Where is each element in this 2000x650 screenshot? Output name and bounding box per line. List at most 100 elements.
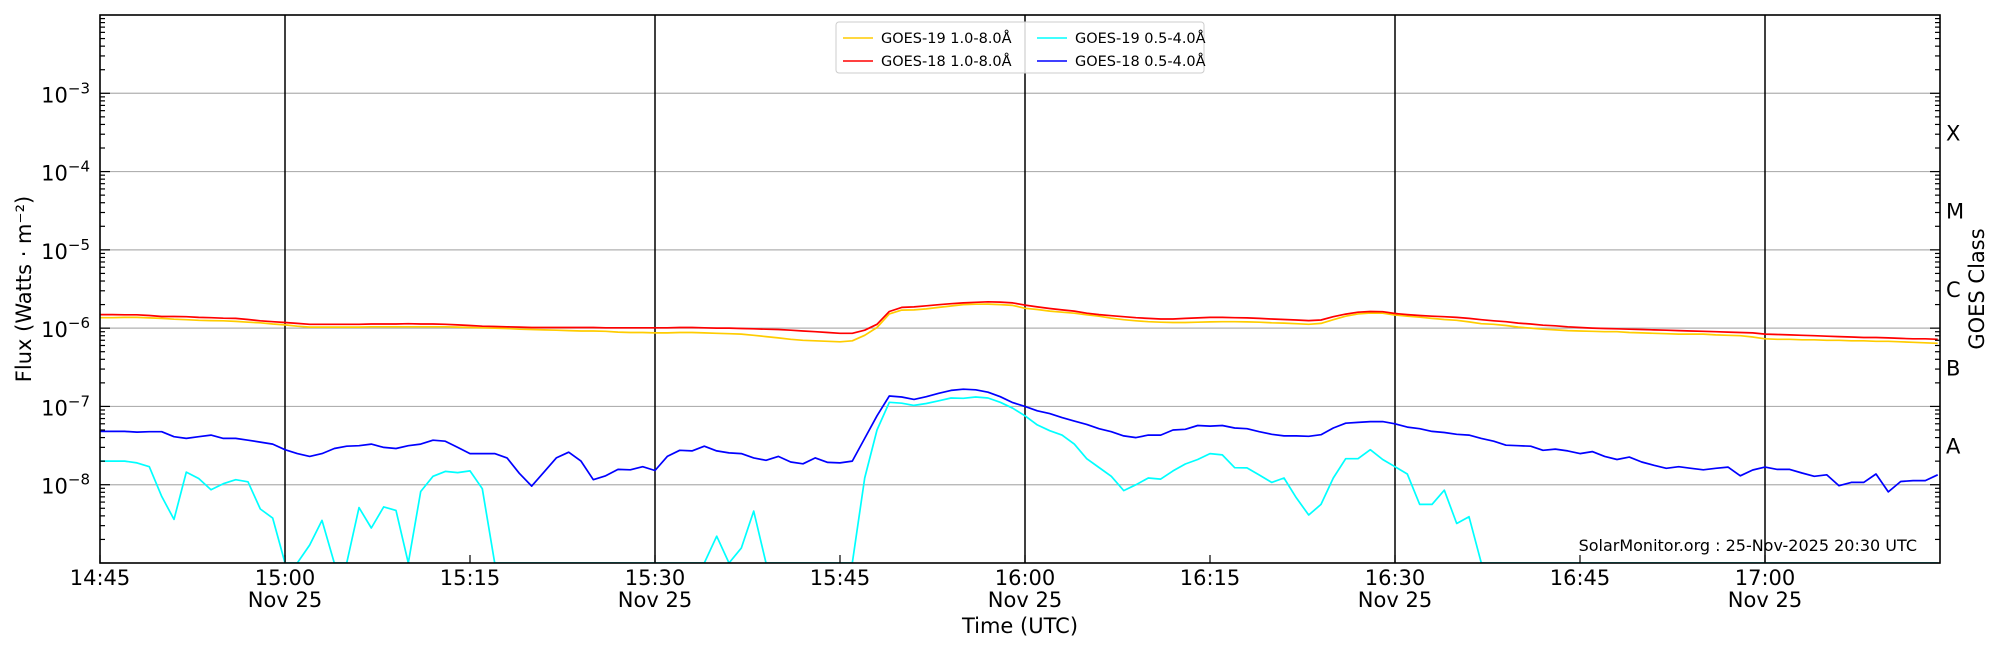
data-point: [420, 326, 422, 328]
data-point: [679, 332, 681, 334]
data-point: [1517, 445, 1519, 447]
data-point: [925, 403, 927, 405]
data-point: [703, 332, 705, 334]
data-point: [901, 402, 903, 404]
data-point: [432, 475, 434, 477]
data-point: [1258, 321, 1260, 323]
data-point: [1764, 338, 1766, 340]
x-tick-date-label: Nov 25: [248, 588, 322, 612]
y-tick-labels: 10−310−410−510−610−710−8: [41, 79, 90, 498]
data-point: [666, 327, 668, 329]
data-point: [913, 306, 915, 308]
x-tick-label: 16:00: [995, 566, 1056, 590]
data-point: [716, 535, 718, 537]
data-point: [827, 332, 829, 334]
x-tick-label: 15:15: [440, 566, 501, 590]
data-point: [1628, 332, 1630, 334]
data-point: [950, 303, 952, 305]
data-point: [975, 301, 977, 303]
data-point: [395, 323, 397, 325]
data-point: [222, 317, 224, 319]
data-point: [395, 509, 397, 511]
y-tick-exponent: −6: [68, 314, 90, 332]
data-point: [1135, 484, 1137, 486]
data-point: [568, 330, 570, 332]
data-point: [703, 445, 705, 447]
data-point: [198, 319, 200, 321]
data-point: [383, 446, 385, 448]
data-point: [1098, 428, 1100, 430]
data-point: [1641, 332, 1643, 334]
data-point: [1209, 316, 1211, 318]
data-point: [876, 415, 878, 417]
data-point: [851, 460, 853, 462]
data-point: [148, 466, 150, 468]
data-point: [247, 439, 249, 441]
data-point: [198, 436, 200, 438]
data-point: [1838, 339, 1840, 341]
data-point: [1036, 424, 1038, 426]
data-point: [1160, 434, 1162, 436]
data-point: [1431, 430, 1433, 432]
watermark: SolarMonitor.org : 25-Nov-2025 20:30 UTC: [1579, 536, 1917, 555]
data-point: [1086, 458, 1088, 460]
data-point: [247, 481, 249, 483]
data-point: [432, 326, 434, 328]
data-point: [185, 319, 187, 321]
data-point: [592, 479, 594, 481]
data-point: [1690, 333, 1692, 335]
data-point: [999, 396, 1001, 398]
data-point: [691, 332, 693, 334]
data-point: [839, 341, 841, 343]
goes-class-label: X: [1946, 121, 1960, 145]
x-tick-label: 15:45: [810, 566, 871, 590]
data-point: [938, 392, 940, 394]
data-point: [740, 453, 742, 455]
data-point: [210, 489, 212, 491]
y-tick-base: 10: [41, 83, 68, 107]
data-point: [1320, 434, 1322, 436]
data-point: [272, 321, 274, 323]
data-point: [938, 306, 940, 308]
data-point: [1184, 428, 1186, 430]
data-point: [1345, 315, 1347, 317]
goes-class-label: C: [1946, 278, 1961, 302]
data-point: [864, 437, 866, 439]
data-point: [1493, 320, 1495, 322]
data-point: [839, 332, 841, 334]
data-point: [1789, 338, 1791, 340]
data-point: [1653, 332, 1655, 334]
data-point: [469, 325, 471, 327]
data-point: [185, 316, 187, 318]
data-point: [901, 306, 903, 308]
data-point: [777, 455, 779, 457]
y-tick-exponent: −5: [68, 236, 90, 254]
x-tick-label: 14:45: [70, 566, 131, 590]
data-point: [1209, 425, 1211, 427]
data-point: [716, 327, 718, 329]
data-point: [1320, 503, 1322, 505]
data-point: [259, 441, 261, 443]
data-point: [506, 457, 508, 459]
data-point: [975, 389, 977, 391]
data-point: [1863, 340, 1865, 342]
series-line: [100, 388, 1939, 493]
data-point: [1715, 334, 1717, 336]
data-point: [777, 337, 779, 339]
data-point: [1123, 319, 1125, 321]
data-point: [1332, 319, 1334, 321]
data-point: [1789, 468, 1791, 470]
data-point: [222, 320, 224, 322]
data-point: [1616, 331, 1618, 333]
data-point: [1061, 311, 1063, 313]
data-point: [346, 326, 348, 328]
data-point: [987, 301, 989, 303]
data-point: [321, 453, 323, 455]
data-point: [617, 327, 619, 329]
data-point: [555, 457, 557, 459]
data-point: [1887, 491, 1889, 493]
data-point: [1332, 427, 1334, 429]
data-point: [1012, 407, 1014, 409]
x-tick-label: 16:30: [1365, 566, 1426, 590]
